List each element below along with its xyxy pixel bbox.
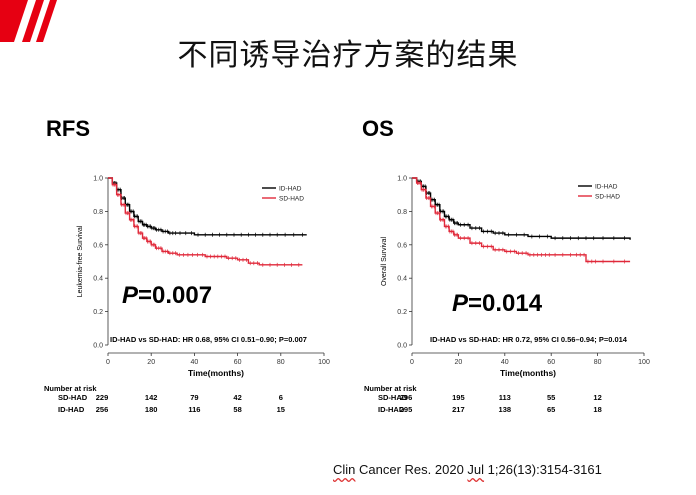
x-tick-label: 0 xyxy=(410,359,414,366)
risk-value: 113 xyxy=(498,393,511,402)
y-tick-label: 0.2 xyxy=(397,309,407,316)
citation: Clin Cancer Res. 2020 Jul 1;26(13):3154-… xyxy=(333,462,602,477)
risk-value: 295 xyxy=(399,405,413,414)
x-tick-label: 80 xyxy=(277,359,285,366)
legend-label-id-had: ID-HAD xyxy=(595,184,618,191)
x-tick-label: 0 xyxy=(106,359,110,366)
risk-value: 65 xyxy=(547,405,556,414)
x-tick-label: 20 xyxy=(147,359,155,366)
x-tick-label: 100 xyxy=(638,359,650,366)
risk-title-os: Number at risk xyxy=(364,384,417,393)
risk-value: 180 xyxy=(144,405,158,414)
x-tick-label: 40 xyxy=(501,359,509,366)
hr-text-rfs: ID-HAD vs SD-HAD: HR 0.68, 95% CI 0.51–0… xyxy=(110,335,307,344)
survival-curve-sd-had xyxy=(412,177,631,263)
risk-row-label: SD-HAD xyxy=(378,393,408,402)
p-value-rfs: P=0.007 xyxy=(122,282,212,310)
x-tick-label: 100 xyxy=(318,359,330,366)
corner-stripe-main xyxy=(0,0,28,42)
corner-stripe-thin-1 xyxy=(22,0,44,42)
hr-text-os: ID-HAD vs SD-HAD: HR 0.72, 95% CI 0.56–0… xyxy=(430,335,627,344)
censor-marks-id-had xyxy=(112,181,303,237)
risk-row-label: ID-HAD xyxy=(378,405,405,414)
y-tick-label: 0.0 xyxy=(397,343,407,350)
risk-value: 15 xyxy=(276,405,285,414)
y-tick-label: 1.0 xyxy=(397,176,407,183)
citation-part-1: Clin xyxy=(333,462,356,477)
risk-row-label: SD-HAD xyxy=(58,393,88,402)
p-value-os: P=0.014 xyxy=(452,290,542,318)
x-tick-label: 60 xyxy=(547,359,555,366)
km-chart-rfs: 0.0 0.2 0.4 0.6 0.8 1.0 0 20 40 60 80 100 Time(month… xyxy=(77,176,330,379)
legend-label-id-had: ID-HAD xyxy=(279,186,302,193)
citation-part-2: Cancer Res. 2020 xyxy=(355,462,468,477)
p-value-os-number: =0.014 xyxy=(468,290,543,317)
corner-stripes-decoration xyxy=(0,0,57,42)
risk-value: 55 xyxy=(547,393,556,402)
p-value-rfs-prefix: P xyxy=(122,282,139,309)
x-tick-label: 20 xyxy=(455,359,463,366)
censor-marks-sd-had xyxy=(417,181,626,264)
y-axis-label: Overall Survival xyxy=(381,237,388,286)
y-tick-label: 0.6 xyxy=(93,242,103,249)
y-tick-label: 0.4 xyxy=(397,276,407,283)
risk-value: 195 xyxy=(452,393,465,402)
risk-value: 42 xyxy=(233,393,242,402)
km-chart-os: 0.0 0.2 0.4 0.6 0.8 1.0 0 20 40 60 80 100 Time(month… xyxy=(381,176,650,379)
legend-label-sd-had: SD-HAD xyxy=(279,196,304,203)
y-tick-label: 0.0 xyxy=(93,343,103,350)
y-axis-label: Leukemia-free Survival xyxy=(77,225,84,297)
p-value-rfs-number: =0.007 xyxy=(138,282,213,309)
risk-value: 217 xyxy=(452,405,465,414)
y-tick-label: 0.6 xyxy=(397,242,407,249)
y-tick-label: 0.8 xyxy=(93,209,103,216)
risk-value: 6 xyxy=(278,393,283,402)
risk-value: 256 xyxy=(95,405,109,414)
x-axis-label: Time(months) xyxy=(188,368,244,378)
hr-text-os-main: ID-HAD vs SD-HAD: HR 0.72, 95% CI 0.56–0… xyxy=(430,335,599,344)
risk-value: 18 xyxy=(593,405,602,414)
censor-marks-sd-had xyxy=(112,182,300,267)
risk-value: 58 xyxy=(233,405,242,414)
risk-value: 229 xyxy=(95,393,109,402)
y-tick-label: 0.8 xyxy=(397,209,407,216)
x-tick-label: 60 xyxy=(234,359,242,366)
y-tick-label: 0.4 xyxy=(93,276,103,283)
risk-value: 12 xyxy=(593,393,602,402)
slide-title: 不同诱导治疗方案的结果 xyxy=(177,38,519,73)
legend-label-sd-had: SD-HAD xyxy=(595,194,620,201)
risk-value: 138 xyxy=(498,405,512,414)
citation-part-4: 1;26(13):3154-3161 xyxy=(484,462,602,477)
x-tick-label: 80 xyxy=(594,359,602,366)
risk-value: 116 xyxy=(188,405,201,414)
risk-row-label: ID-HAD xyxy=(58,405,85,414)
corner-stripe-thin-2 xyxy=(36,0,57,42)
risk-value: 142 xyxy=(144,393,158,402)
survival-curve-sd-had xyxy=(108,177,303,266)
p-value-os-prefix: P xyxy=(452,290,469,317)
risk-value: 79 xyxy=(190,393,199,402)
risk-value: 296 xyxy=(399,393,413,402)
x-tick-label: 40 xyxy=(191,359,199,366)
panel-label-os: OS xyxy=(362,116,394,141)
panel-label-rfs: RFS xyxy=(46,116,90,141)
risk-title-rfs: Number at risk xyxy=(44,384,97,393)
y-tick-label: 0.2 xyxy=(93,309,103,316)
hr-text-rfs-main: ID-HAD vs SD-HAD: HR 0.68, 95% CI 0.51–0… xyxy=(110,335,279,344)
y-tick-label: 1.0 xyxy=(93,176,103,183)
x-axis-label: Time(months) xyxy=(500,368,556,378)
hr-text-os-p: P=0.014 xyxy=(598,335,627,344)
citation-part-3: Jul xyxy=(467,462,485,477)
censor-marks-id-had xyxy=(417,179,626,241)
hr-text-rfs-p: P=0.007 xyxy=(278,335,307,344)
